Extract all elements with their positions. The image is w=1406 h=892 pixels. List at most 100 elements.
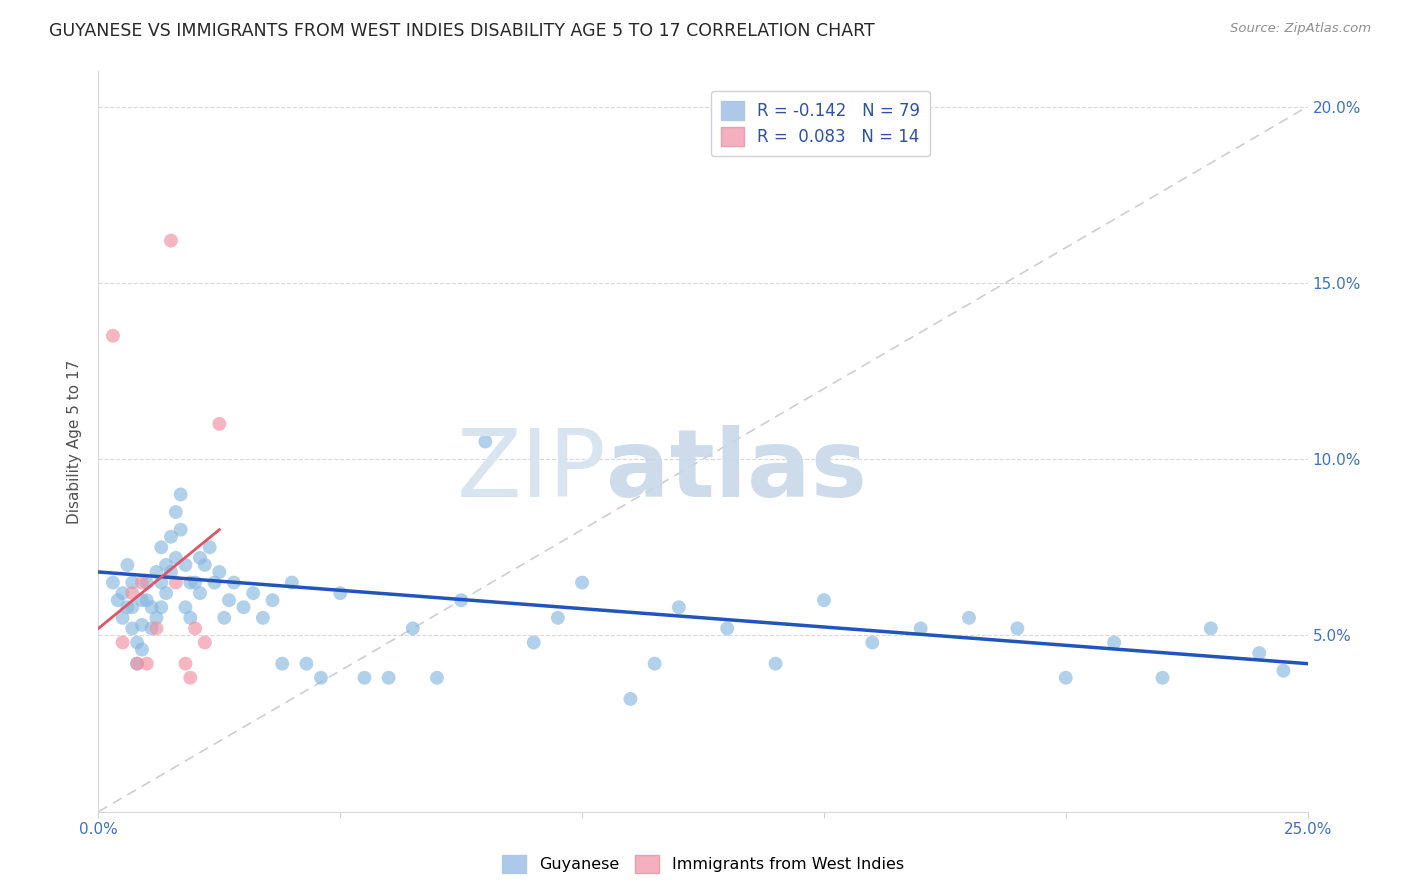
Point — [474, 434, 496, 449]
Point — [101, 328, 124, 343]
Point — [353, 671, 375, 685]
Point — [145, 565, 167, 579]
Point — [1054, 671, 1077, 685]
Point — [165, 505, 187, 519]
Point — [198, 541, 221, 555]
Text: atlas: atlas — [606, 425, 868, 517]
Point — [150, 600, 173, 615]
Point — [813, 593, 835, 607]
Point — [309, 671, 332, 685]
Y-axis label: Disability Age 5 to 17: Disability Age 5 to 17 — [66, 359, 82, 524]
Point — [141, 621, 163, 635]
Point — [957, 611, 980, 625]
Point — [174, 558, 197, 572]
Point — [131, 642, 153, 657]
Point — [179, 671, 201, 685]
Point — [252, 611, 274, 625]
Point — [188, 586, 211, 600]
Point — [150, 575, 173, 590]
Point — [131, 575, 153, 590]
Point — [232, 600, 254, 615]
Point — [262, 593, 284, 607]
Point — [910, 621, 932, 635]
Point — [155, 586, 177, 600]
Legend: Guyanese, Immigrants from West Indies: Guyanese, Immigrants from West Indies — [496, 848, 910, 880]
Point — [131, 593, 153, 607]
Point — [523, 635, 546, 649]
Point — [121, 575, 143, 590]
Text: GUYANESE VS IMMIGRANTS FROM WEST INDIES DISABILITY AGE 5 TO 17 CORRELATION CHART: GUYANESE VS IMMIGRANTS FROM WEST INDIES … — [49, 22, 875, 40]
Text: ZIP: ZIP — [457, 425, 606, 517]
Point — [1152, 671, 1174, 685]
Point — [329, 586, 352, 600]
Point — [1249, 646, 1271, 660]
Point — [222, 575, 245, 590]
Point — [184, 575, 207, 590]
Point — [402, 621, 425, 635]
Point — [218, 593, 240, 607]
Point — [121, 621, 143, 635]
Point — [1199, 621, 1222, 635]
Point — [450, 593, 472, 607]
Point — [174, 600, 197, 615]
Point — [204, 575, 226, 590]
Point — [571, 575, 593, 590]
Point — [1102, 635, 1125, 649]
Point — [184, 621, 207, 635]
Point — [765, 657, 787, 671]
Point — [194, 558, 217, 572]
Point — [127, 657, 149, 671]
Point — [188, 550, 211, 565]
Legend: R = -0.142   N = 79, R =  0.083   N = 14: R = -0.142 N = 79, R = 0.083 N = 14 — [711, 91, 931, 156]
Point — [426, 671, 449, 685]
Point — [860, 635, 883, 649]
Point — [281, 575, 304, 590]
Point — [111, 586, 134, 600]
Point — [135, 575, 157, 590]
Point — [165, 550, 187, 565]
Point — [194, 635, 217, 649]
Point — [107, 593, 129, 607]
Point — [111, 611, 134, 625]
Text: Source: ZipAtlas.com: Source: ZipAtlas.com — [1230, 22, 1371, 36]
Point — [1272, 664, 1295, 678]
Point — [644, 657, 666, 671]
Point — [1007, 621, 1029, 635]
Point — [160, 234, 183, 248]
Point — [242, 586, 264, 600]
Point — [127, 635, 149, 649]
Point — [111, 635, 134, 649]
Point — [377, 671, 399, 685]
Point — [131, 618, 153, 632]
Point — [208, 565, 231, 579]
Point — [155, 558, 177, 572]
Point — [169, 523, 191, 537]
Point — [174, 657, 197, 671]
Point — [547, 611, 569, 625]
Point — [165, 575, 187, 590]
Point — [160, 565, 183, 579]
Point — [117, 600, 139, 615]
Point — [121, 586, 143, 600]
Point — [135, 657, 157, 671]
Point — [145, 611, 167, 625]
Point — [179, 575, 201, 590]
Point — [141, 600, 163, 615]
Point — [101, 575, 124, 590]
Point — [208, 417, 231, 431]
Point — [619, 692, 641, 706]
Point — [135, 593, 157, 607]
Point — [121, 600, 143, 615]
Point — [127, 657, 149, 671]
Point — [668, 600, 690, 615]
Point — [160, 530, 183, 544]
Point — [295, 657, 318, 671]
Point — [212, 611, 235, 625]
Point — [145, 621, 167, 635]
Point — [150, 541, 173, 555]
Point — [169, 487, 191, 501]
Point — [716, 621, 738, 635]
Point — [271, 657, 294, 671]
Point — [117, 558, 139, 572]
Point — [179, 611, 201, 625]
